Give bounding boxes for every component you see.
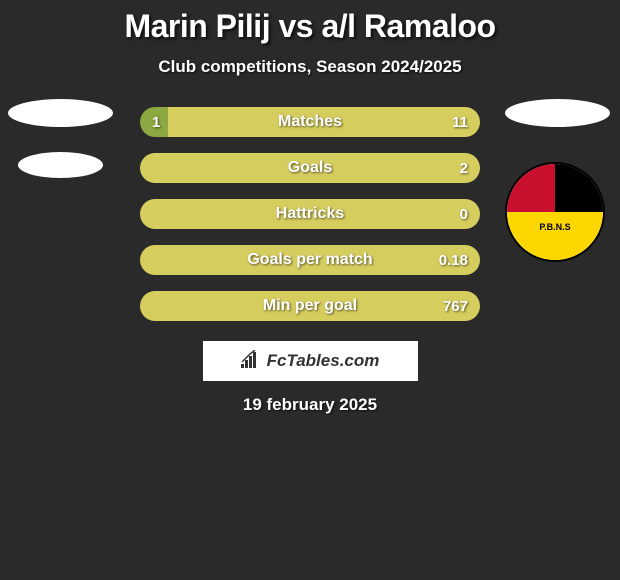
stat-value-left: 1 xyxy=(152,114,160,131)
stat-bar: 0.18 Goals per match xyxy=(140,245,480,275)
page-title: Marin Pilij vs a/l Ramaloo xyxy=(0,8,620,45)
stat-value-right: 0 xyxy=(460,206,468,223)
avatar-placeholder xyxy=(8,99,113,127)
stat-value-right: 0.18 xyxy=(439,252,468,269)
stat-label: Matches xyxy=(278,113,342,131)
comparison-area: P.B.N.S 111Matches2Goals0Hattricks0.18Go… xyxy=(0,107,620,321)
date-text: 19 february 2025 xyxy=(0,395,620,415)
player-right-avatar: P.B.N.S xyxy=(505,99,610,262)
stat-value-right: 11 xyxy=(452,114,468,131)
stat-bar: 767 Min per goal xyxy=(140,291,480,321)
brand-text: FcTables.com xyxy=(267,351,380,371)
chart-icon xyxy=(241,350,261,373)
stat-label: Hattricks xyxy=(276,205,344,223)
stat-label: Goals per match xyxy=(247,251,372,269)
stat-label: Goals xyxy=(288,159,332,177)
stats-bars: 111Matches2Goals0Hattricks0.18Goals per … xyxy=(140,107,480,321)
player-left-avatar xyxy=(8,99,113,203)
avatar-placeholder xyxy=(505,99,610,127)
stat-label: Min per goal xyxy=(263,297,357,315)
stat-bar: 111Matches xyxy=(140,107,480,137)
stat-bar: 2 Goals xyxy=(140,153,480,183)
club-badge: P.B.N.S xyxy=(505,162,605,262)
stat-bar-left: 1 xyxy=(140,107,168,137)
stat-value-right: 2 xyxy=(460,160,468,177)
avatar-placeholder xyxy=(18,152,103,178)
badge-text: P.B.N.S xyxy=(507,222,603,232)
stat-value-right: 767 xyxy=(443,298,468,315)
brand-logo: FcTables.com xyxy=(203,341,418,381)
stat-bar: 0 Hattricks xyxy=(140,199,480,229)
subtitle: Club competitions, Season 2024/2025 xyxy=(0,57,620,77)
